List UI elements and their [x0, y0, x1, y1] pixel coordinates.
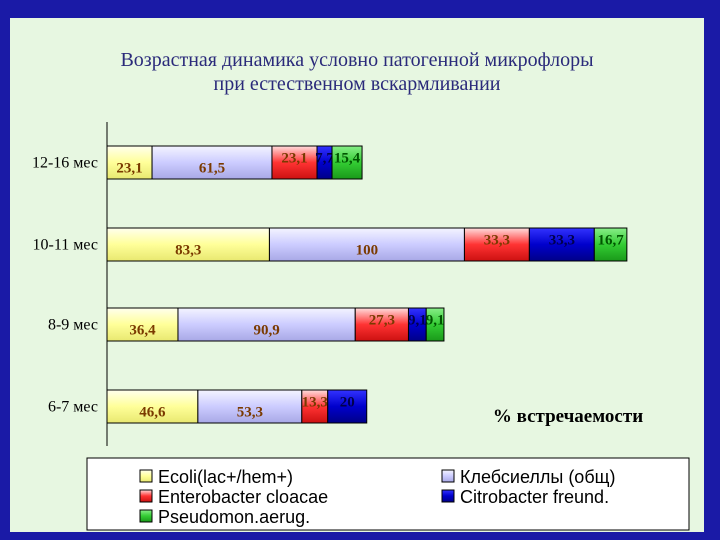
x-axis-title: % встречаемости	[493, 406, 643, 427]
legend-box	[86, 457, 690, 531]
category-labels: 12-16 мес 10-11 мес 8-9 мес 6-7 мес	[32, 155, 98, 416]
bar-value-label: 61,5	[199, 161, 225, 177]
bar-value-label: 15,4	[334, 151, 361, 167]
bar-segment	[593, 227, 628, 262]
bar-segment	[268, 227, 465, 262]
category-label: 8-9 мес	[48, 317, 98, 334]
bar-value-label: 23,1	[116, 161, 142, 177]
category-label: 6-7 мес	[48, 399, 98, 416]
bar-value-label: 33,3	[549, 233, 575, 249]
legend-label: Enterobacter cloacae	[158, 487, 328, 507]
bar-segment	[106, 307, 179, 342]
bar-segment	[271, 145, 318, 180]
bar-segment	[177, 307, 356, 342]
bar-segment	[106, 389, 199, 424]
bar-value-label: 83,3	[175, 243, 201, 259]
bar-segment	[197, 389, 303, 424]
bar-value-label: 46,6	[139, 405, 166, 421]
stacked-bar-chart: Возрастная динамика условно патогенной м…	[32, 49, 690, 531]
bar-value-label: 90,9	[253, 323, 279, 339]
bar-value-label: 23,1	[281, 151, 307, 167]
bar-segment	[106, 227, 270, 262]
category-label: 12-16 мес	[32, 155, 98, 172]
legend-swatch	[139, 489, 153, 503]
legend-label: Клебсиеллы (общ)	[460, 467, 615, 487]
bar-value-label: 13,3	[302, 395, 328, 411]
bar-value-label: 7,7	[315, 151, 334, 167]
bar-value-label: 27,3	[369, 313, 395, 329]
bar-segment	[331, 145, 363, 180]
bars-group: 23,1 61,5 23,1 7,7 15,4 83,3 100 33,3 33,3 16,7 36…	[106, 145, 628, 424]
legend-label: Citrobacter freund.	[460, 487, 609, 507]
legend-label: Pseudomon.aerug.	[158, 507, 310, 527]
chart-title-line-2: при естественном вскармливании	[214, 73, 501, 95]
bar-value-label: 20	[340, 395, 355, 411]
legend-swatch	[139, 509, 153, 523]
bar-value-label: 36,4	[129, 323, 156, 339]
chart-title-line-1: Возрастная динамика условно патогенной м…	[120, 49, 593, 71]
legend-label: Ecoli(lac+/hem+)	[158, 467, 293, 487]
legend-items: Ecoli(lac+/hem+) Клебсиеллы (общ) Enteroba…	[139, 467, 615, 527]
bar-segment	[425, 307, 445, 342]
bar-segment	[327, 389, 368, 424]
bar-segment	[151, 145, 273, 180]
bar-value-label: 53,3	[237, 405, 263, 421]
slide: Возрастная динамика условно патогенной м…	[10, 18, 704, 532]
legend-swatch	[441, 489, 455, 503]
bar-segment	[301, 389, 329, 424]
category-label: 10-11 мес	[33, 237, 98, 254]
legend-swatch	[139, 469, 153, 483]
legend: Ecoli(lac+/hem+) Клебсиеллы (общ) Enteroba…	[86, 457, 690, 531]
bar-value-label: 33,3	[484, 233, 510, 249]
bar-value-label: 16,7	[597, 233, 624, 249]
bar-value-label: 100	[356, 243, 379, 259]
bar-segment	[354, 307, 409, 342]
bar-value-label: 9,1	[408, 313, 427, 329]
legend-swatch	[441, 469, 455, 483]
bar-value-label: 9,1	[426, 313, 445, 329]
